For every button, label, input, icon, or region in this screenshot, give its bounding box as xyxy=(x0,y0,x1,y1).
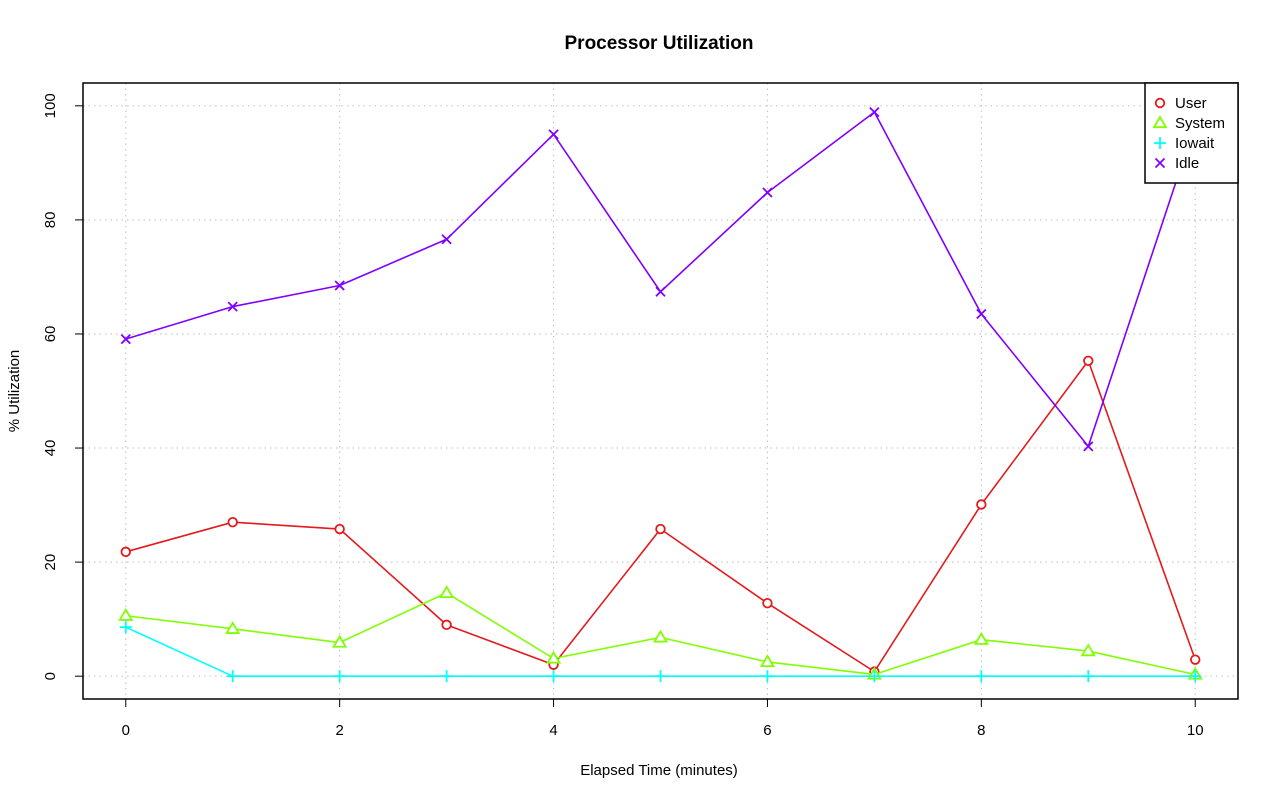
y-axis: 0 20 40 60 80 100 xyxy=(42,93,84,680)
x-tick-label: 10 xyxy=(1187,722,1204,739)
x-tick-label: 6 xyxy=(763,722,771,739)
legend-label-system: System xyxy=(1175,115,1225,132)
data-point-iowait xyxy=(119,621,132,634)
x-tick-label: 8 xyxy=(977,722,985,739)
data-point-user xyxy=(976,499,987,510)
chart-title: Processor Utilization xyxy=(565,33,754,54)
data-point-system xyxy=(332,634,348,648)
legend-item-idle: Idle xyxy=(1154,155,1199,172)
series-idle xyxy=(120,106,1201,452)
data-point-idle xyxy=(655,286,666,297)
data-point-system xyxy=(439,585,455,599)
x-tick-label: 2 xyxy=(335,722,343,739)
y-tick-label: 40 xyxy=(42,440,59,457)
data-point-system xyxy=(1080,643,1096,657)
data-point-iowait xyxy=(975,670,988,683)
data-point-user xyxy=(227,516,238,528)
x-axis: 0 2 4 6 8 10 xyxy=(122,698,1204,739)
x-axis-label: Elapsed Time (minutes) xyxy=(580,762,738,779)
plot-frame xyxy=(82,82,1239,700)
data-point-system xyxy=(545,650,562,664)
data-point-iowait xyxy=(1082,670,1095,683)
data-point-idle xyxy=(120,333,131,345)
data-point-idle xyxy=(548,129,559,140)
data-point-user xyxy=(655,523,666,535)
grid-lines xyxy=(83,83,1238,699)
legend-marker-idle xyxy=(1154,157,1166,169)
x-tick-label: 4 xyxy=(549,722,557,739)
y-axis-label: % Utilization xyxy=(6,350,23,433)
series-line-user xyxy=(125,359,1196,673)
series-iowait xyxy=(119,621,1202,683)
data-point-user xyxy=(762,597,773,609)
y-tick-label: 0 xyxy=(42,672,59,680)
plot-series xyxy=(118,106,1203,683)
y-tick-label: 100 xyxy=(42,93,59,118)
data-point-idle xyxy=(441,234,452,245)
legend-marker-system xyxy=(1152,115,1168,129)
data-point-user xyxy=(334,523,345,535)
legend: User System Iowait Idle xyxy=(1144,82,1239,184)
series-system xyxy=(118,585,1203,680)
data-point-iowait xyxy=(654,670,667,683)
legend-item-user: User xyxy=(1154,95,1207,112)
series-user xyxy=(120,355,1201,677)
legend-item-system: System xyxy=(1152,115,1225,132)
data-point-system xyxy=(759,654,776,668)
data-point-system xyxy=(225,621,241,634)
data-point-user xyxy=(120,546,131,558)
data-point-idle xyxy=(976,308,987,320)
legend-label-user: User xyxy=(1175,95,1207,112)
legend-item-iowait: Iowait xyxy=(1154,135,1215,152)
data-point-iowait xyxy=(761,670,774,683)
data-point-iowait xyxy=(1189,670,1202,683)
data-point-idle xyxy=(334,280,345,291)
data-point-iowait xyxy=(226,670,239,683)
y-tick-label: 80 xyxy=(42,212,59,229)
data-point-iowait xyxy=(547,670,560,683)
data-point-idle xyxy=(227,301,238,312)
data-point-idle xyxy=(869,106,880,118)
data-point-idle xyxy=(762,187,773,198)
data-point-system xyxy=(118,607,134,621)
series-line-idle xyxy=(125,111,1196,448)
y-tick-label: 60 xyxy=(42,326,59,343)
data-point-user xyxy=(441,619,452,631)
legend-marker-user xyxy=(1154,97,1166,109)
data-point-idle xyxy=(1083,441,1094,452)
legend-label-idle: Idle xyxy=(1175,155,1199,172)
data-point-user xyxy=(1083,355,1094,366)
data-point-system xyxy=(652,629,669,643)
data-point-iowait xyxy=(868,670,881,683)
data-point-user xyxy=(1190,654,1201,665)
data-point-iowait xyxy=(333,670,346,683)
data-point-system xyxy=(973,631,989,645)
x-tick-label: 0 xyxy=(122,722,130,739)
data-point-iowait xyxy=(440,670,453,683)
legend-label-iowait: Iowait xyxy=(1175,135,1215,152)
legend-marker-iowait xyxy=(1154,137,1166,149)
y-tick-label: 20 xyxy=(42,554,59,571)
